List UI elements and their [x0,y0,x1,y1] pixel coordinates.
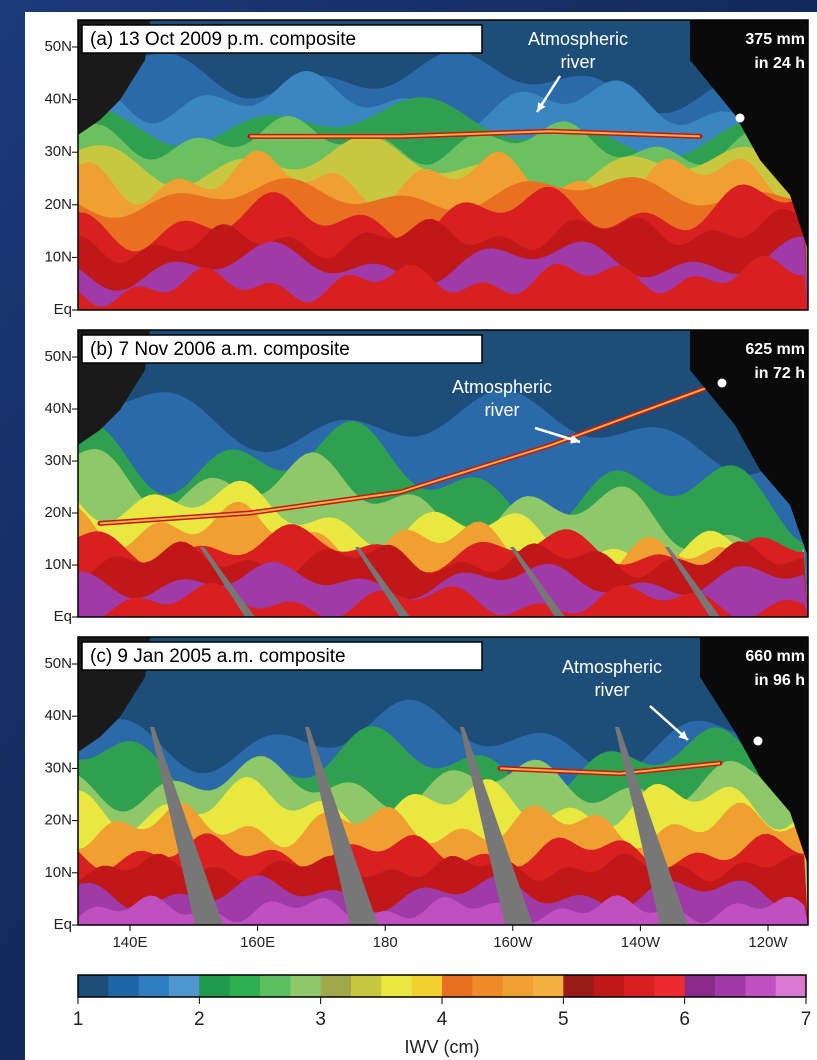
panel-label: (b) 7 Nov 2006 a.m. composite [90,339,350,360]
colorbar-cell [290,975,321,997]
lat-label: 50N [44,655,72,672]
colorbar-tick-label: 3 [315,1009,326,1030]
lat-label: 40N [44,400,72,417]
map [78,637,808,925]
rain-duration: in 24 h [754,55,805,72]
colorbar-cell [260,975,291,997]
river-label: Atmospheric [562,657,662,677]
lat-label: 10N [44,864,72,881]
rain-location [754,737,763,746]
colorbar-tick-label: 1 [73,1009,84,1030]
lat-label: 20N [44,812,72,829]
rain-duration: in 72 h [754,365,805,382]
panel-label: (c) 9 Jan 2005 a.m. composite [90,646,346,667]
lat-label: 40N [44,91,72,108]
lat-label: 40N [44,707,72,724]
lon-label: 160E [240,934,275,951]
colorbar-cell [351,975,382,997]
colorbar-cell [563,975,594,997]
colorbar-tick-label: 2 [194,1009,205,1030]
colorbar-cell [715,975,746,997]
colorbar-cell [745,975,776,997]
colorbar-title: IWV (cm) [405,1037,480,1057]
lon-label: 120W [748,934,788,951]
colorbar-cell [199,975,230,997]
river-label: Atmospheric [452,377,552,397]
panel-label: (a) 13 Oct 2009 p.m. composite [90,29,356,50]
colorbar-cell [685,975,716,997]
colorbar-cell [624,975,655,997]
rain-amount: 660 mm [745,648,805,665]
colorbar-cell [230,975,261,997]
colorbar-cell [108,975,139,997]
colorbar-cell [654,975,685,997]
colorbar-tick-label: 4 [437,1009,448,1030]
lat-label: 20N [44,196,72,213]
colorbar-tick-label: 5 [558,1009,569,1030]
lat-label: 30N [44,759,72,776]
page: 50N 40N 30N 20N 10N Eq (a) 13 Oct 2009 p.m. co… [0,0,817,1060]
lat-label: 10N [44,556,72,573]
river-label: river [485,400,520,420]
river-label: river [595,680,630,700]
lat-label: Eq [54,301,72,318]
map [78,330,808,620]
colorbar-cell [442,975,473,997]
colorbar-cell [594,975,625,997]
lat-label: Eq [54,916,72,933]
lat-label: 10N [44,248,72,265]
colorbar-cell [321,975,352,997]
colorbar-cell [776,975,807,997]
lon-label: 140E [112,934,147,951]
lat-label: 50N [44,348,72,365]
colorbar-cell [503,975,534,997]
lat-label: 30N [44,452,72,469]
colorbar-cell [139,975,170,997]
colorbar-tick-label: 6 [679,1009,690,1030]
figure: 50N 40N 30N 20N 10N Eq (a) 13 Oct 2009 p.m. co… [0,0,817,1060]
rain-location [736,114,745,123]
lon-label: 140W [621,934,661,951]
colorbar-cell [381,975,412,997]
map [78,20,808,310]
rain-duration: in 96 h [754,672,805,689]
lat-label: 50N [44,38,72,55]
colorbar-cell [412,975,443,997]
river-label: river [561,52,596,72]
colorbar-cell [533,975,564,997]
river-label: Atmospheric [528,29,628,49]
colorbar-tick-label: 7 [801,1009,812,1030]
lon-label: 180 [373,934,398,951]
colorbar-cell [169,975,200,997]
rain-location [718,379,727,388]
lat-label: Eq [54,608,72,625]
colorbar-cell [78,975,109,997]
colorbar-cell [472,975,503,997]
lon-label: 160W [493,934,533,951]
rain-amount: 625 mm [745,341,805,358]
lat-label: 30N [44,143,72,160]
rain-amount: 375 mm [745,31,805,48]
lat-label: 20N [44,504,72,521]
